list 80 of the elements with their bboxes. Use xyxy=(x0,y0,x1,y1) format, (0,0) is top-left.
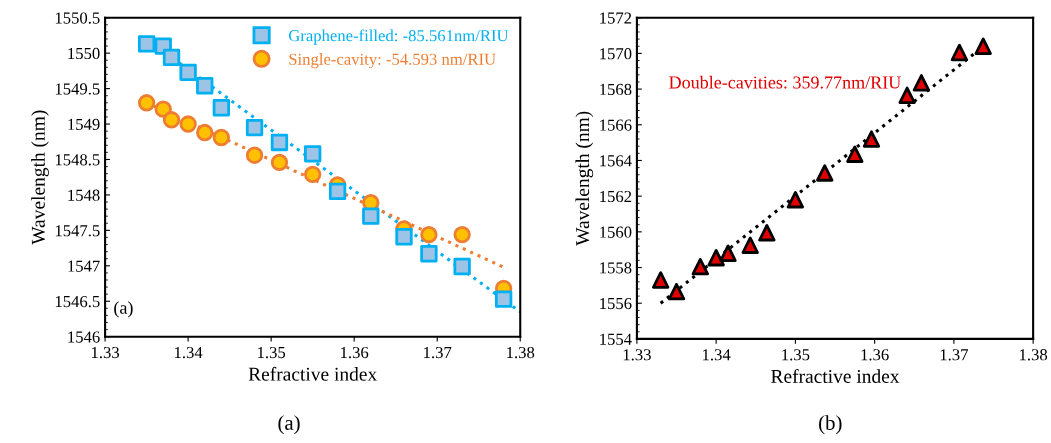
y-tick-label: 1549 xyxy=(68,118,100,130)
x-tick-label: 1.35 xyxy=(258,346,286,359)
y-tick-label: 1550.5 xyxy=(55,12,100,24)
y-tick-label: 1566 xyxy=(600,119,632,131)
point xyxy=(691,257,709,276)
point xyxy=(137,94,156,112)
point xyxy=(362,207,380,225)
text: (a) xyxy=(278,415,300,435)
point xyxy=(719,244,737,262)
point xyxy=(270,153,289,171)
point xyxy=(245,118,264,137)
x-tick-label: 1.38 xyxy=(1020,349,1048,361)
y-tick-label: 1548 xyxy=(68,189,100,201)
text: (b) xyxy=(819,415,842,435)
point xyxy=(453,225,471,244)
point xyxy=(420,225,438,244)
point xyxy=(786,191,805,209)
point xyxy=(950,43,969,62)
y-tick-label: 1556 xyxy=(600,297,632,310)
point xyxy=(179,115,197,133)
y-tick-label: 1546 xyxy=(68,331,100,343)
point xyxy=(395,228,413,246)
y-axis-title: Wavelength (nm) xyxy=(575,111,594,246)
x-tick-label: 1.38 xyxy=(507,346,535,359)
y-tick-label: 1546.5 xyxy=(55,295,100,308)
point xyxy=(137,35,156,53)
x-tick-label: 1.35 xyxy=(782,349,810,361)
point xyxy=(245,146,264,164)
x-tick-label: 1.37 xyxy=(940,349,968,361)
y-tick-label: 1568 xyxy=(600,83,632,96)
point xyxy=(862,130,881,148)
x-tick-label: 1.34 xyxy=(175,346,203,359)
point xyxy=(179,63,197,81)
y-tick-label: 1550 xyxy=(68,47,100,60)
point xyxy=(196,77,214,95)
y-tick-label: 1554 xyxy=(600,333,632,345)
point xyxy=(420,245,438,263)
y-tick-label: 1570 xyxy=(600,48,632,60)
y-tick-label: 1562 xyxy=(600,190,632,203)
y-axis-title: Wavelength (nm) xyxy=(31,110,49,245)
x-axis-title: Refractive index xyxy=(248,366,377,381)
y-tick-label: 1558 xyxy=(600,262,632,274)
point xyxy=(212,99,231,117)
annotation: (a) xyxy=(114,301,133,318)
point xyxy=(846,145,864,163)
x-axis-title: Refractive index xyxy=(771,369,900,383)
series-label: Double-cavities: 359.77nm/RIU xyxy=(669,75,901,89)
y-tick-label: 1548.5 xyxy=(55,154,100,166)
point xyxy=(453,257,471,276)
point xyxy=(758,224,776,242)
point xyxy=(652,271,670,289)
y-tick-label: 1547.5 xyxy=(55,225,100,237)
point xyxy=(304,165,322,184)
legend-label: Graphene-filled: -85.561nm/RIU xyxy=(288,29,509,45)
point xyxy=(667,282,686,301)
y-tick-label: 1547 xyxy=(68,260,100,272)
x-tick-label: 1.36 xyxy=(861,349,889,361)
point xyxy=(270,133,289,152)
point xyxy=(741,236,759,254)
point xyxy=(912,74,931,92)
point xyxy=(212,128,231,147)
point xyxy=(304,145,322,163)
y-tick-label: 1572 xyxy=(600,12,632,24)
x-tick-label: 1.34 xyxy=(703,349,731,361)
x-tick-label: 1.33 xyxy=(91,346,120,359)
x-tick-label: 1.33 xyxy=(623,349,651,361)
y-tick-label: 1564 xyxy=(600,155,632,167)
legend-label: Single-cavity: -54.593 nm/RIU xyxy=(289,53,496,69)
point xyxy=(328,182,347,201)
x-tick-label: 1.37 xyxy=(424,346,452,359)
y-tick-label: 1549.5 xyxy=(55,83,100,95)
point xyxy=(974,37,992,55)
point xyxy=(707,249,725,267)
point xyxy=(816,164,834,182)
point xyxy=(196,123,214,142)
point xyxy=(494,290,513,308)
y-tick-label: 1560 xyxy=(600,226,632,238)
x-tick-label: 1.36 xyxy=(341,346,369,359)
point xyxy=(162,48,181,67)
point xyxy=(162,111,181,129)
